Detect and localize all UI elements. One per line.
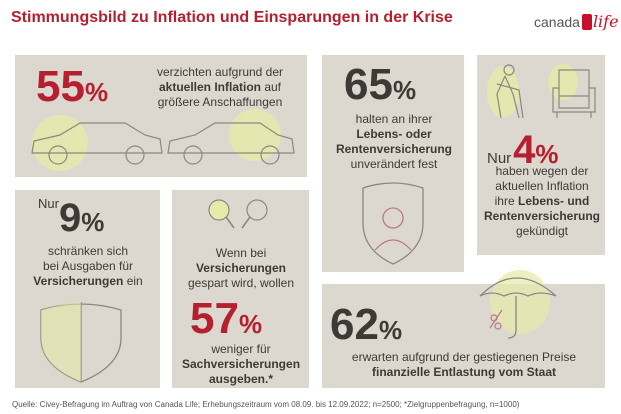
page-title: Stimmungsbild zu Inflation und Einsparun… <box>11 9 453 26</box>
stat-62: 62% <box>330 300 403 349</box>
panel-keep-insurance <box>322 55 464 272</box>
stat-65: 65% <box>344 60 417 109</box>
cars-illustration <box>31 109 295 171</box>
shield-person-icon <box>362 182 424 265</box>
panel-relief <box>322 284 605 388</box>
panel2-text: halten an ihrer Lebens- oder Rentenversi… <box>335 112 453 171</box>
shield-icon <box>40 302 122 383</box>
canada-life-logo: canada life <box>534 12 619 31</box>
panel1-text: verzichten aufgrund der aktuellen Inflat… <box>156 65 284 109</box>
stat-4: Nur4% <box>487 128 559 172</box>
source-note: Quelle: Civey-Befragung im Auftrag von C… <box>12 400 520 409</box>
stat-57: 57% <box>190 294 263 343</box>
stat-55: 55% <box>36 62 109 111</box>
armchair-icon <box>548 64 596 118</box>
panel4-text: schränken sich bei Ausgaben für Versiche… <box>33 244 143 288</box>
panel6-text: erwarten aufgrund der gestiegenen Preise… <box>351 350 577 379</box>
elderly-person-icon <box>487 64 524 119</box>
panel5-text-top: Wenn bei Versicherungen gespart wird, wo… <box>187 246 295 290</box>
panel5-text-bottom: weniger für Sachversicherungen ausgeben.… <box>181 342 301 386</box>
panel3-text: haben wegen der aktuellen Inflation ihre… <box>483 164 601 238</box>
panel-save-insurance <box>15 190 160 388</box>
magnifier-icons <box>208 199 268 229</box>
panel-property-insurance <box>172 190 309 388</box>
stat-9: Nur9% <box>38 196 105 240</box>
umbrella-percent-icon <box>479 270 557 339</box>
